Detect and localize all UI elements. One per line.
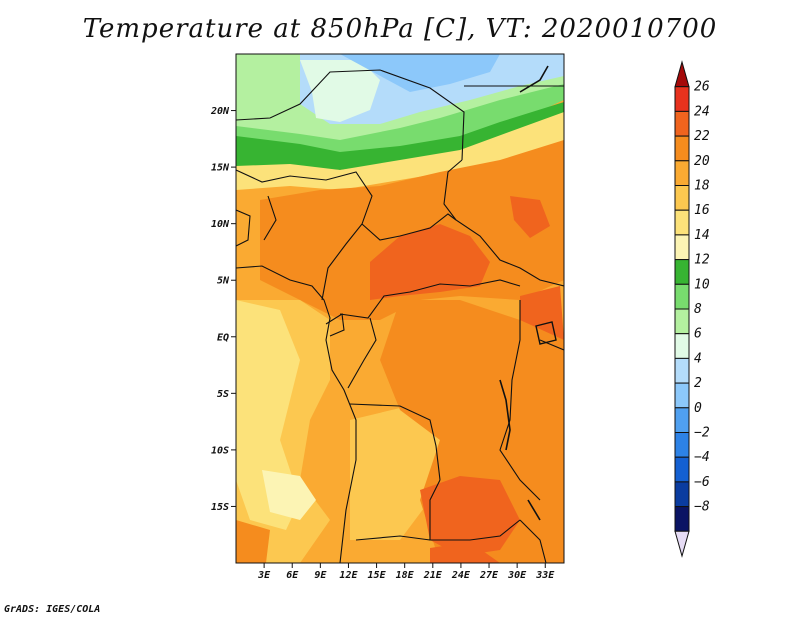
coastline [236,265,357,563]
colorbar-segment [674,283,690,310]
country-borders [236,65,564,563]
colorbar-level-label: 2 [694,376,702,391]
colorbar-level-label: −8 [694,500,710,515]
border-zambia [429,479,521,541]
colorbar-top-arrow [674,60,690,88]
colorbar-level-label: −6 [694,475,710,490]
border-car [361,213,457,241]
border-nigeria [236,169,373,301]
map-frame [235,53,565,564]
colorbar-level-label: −2 [694,426,710,441]
field-band-4 [340,54,500,92]
field-band-22-sw-edge [236,520,270,563]
lat-tick-label: EQ [217,332,229,343]
lon-tick-label: 33E [535,570,555,581]
temperature-field [236,54,564,563]
border-niger-chad [236,69,465,161]
colorbar-segment [674,481,690,508]
field-band-16 [236,112,564,190]
border-gabon [325,313,345,337]
field-band-24-cafe [370,224,490,300]
colorbar-segment [674,209,690,236]
colorbar-segment [674,357,690,384]
colorbar-segment [674,185,690,211]
border-cameroon [263,195,277,241]
lon-tick-label: 21E [423,570,443,581]
colorbar-level-label: 20 [694,154,710,169]
colorbar-level-label: 24 [694,104,710,119]
lon-tick-label: 18E [396,570,415,581]
lon-tick-label: 9E [314,570,327,581]
border-drc-west [347,317,377,389]
colorbar-level-label: 14 [694,228,710,243]
colorbar-bottom-arrow [674,530,690,558]
colorbar-level-label: 22 [694,129,710,144]
colorbar-segment [674,234,690,261]
colorbar-level-label: 8 [694,302,702,317]
colorbar-segment [674,308,690,335]
lat-tick-label: 10S [211,445,229,456]
lake-malawi [527,499,541,521]
colorbar-segment [674,110,690,137]
lon-tick-label: 12E [339,570,358,581]
border-south [355,535,431,541]
lon-tick-label: 15E [368,570,387,581]
colorbar-segment [674,333,690,359]
lat-tick-label: 15N [211,163,230,174]
field-band-14-sw [262,470,316,520]
border-mozambique [519,519,547,563]
colorbar-segment [674,259,690,285]
field-band-24-ne [510,196,550,238]
map-title: Temperature at 850hPa [C], VT: 202001070… [82,14,718,44]
colorbar-segment [674,506,690,532]
colorbar-level-label: 16 [694,203,710,218]
colorbar-level-label: −4 [694,450,710,465]
field-band-12 [236,102,564,170]
longitude-axis: 3E 6E 9E 12E 15E 18E 21E 24E 27E 30E 33E [257,563,555,581]
field-band-22-north [260,140,564,320]
field-band-24-south [430,542,500,563]
colorbar-level-label: 26 [694,80,710,95]
border-chad-sudan [443,159,564,287]
lon-tick-label: 30E [507,570,527,581]
colorbar-segment [674,135,690,162]
lake-tanganyika [499,379,511,451]
field-band-18-south [350,408,440,540]
lat-tick-label: 15S [211,502,229,513]
lat-tick-label: 10N [211,219,230,230]
colorbar-level-label: 10 [694,277,710,292]
colorbar-segment [674,160,690,187]
colorbar-segment [674,86,690,112]
field-band-8 [300,60,380,122]
lat-tick-label: 20N [210,106,230,117]
lake-victoria [535,321,557,345]
border-congo-car [339,279,521,319]
grads-credit: GrADS: IGES/COLA [4,604,101,615]
colorbar-level-label: 6 [694,327,702,342]
colorbar-segment [674,456,690,483]
border-angola-drc [349,403,441,481]
lon-tick-label: 3E [257,570,271,581]
latitude-axis: 20N 15N 10N 5N EQ 5S 10S 15S [210,106,236,513]
field-band-24-zambia [420,476,520,556]
colorbar-level-label: 18 [694,179,710,194]
lon-tick-label: 27E [479,570,499,581]
lon-tick-label: 6E [286,570,299,581]
field-band-16-sw [236,300,300,530]
border-tanzania [539,339,564,351]
nile-coast [519,65,549,93]
lat-tick-label: 5S [217,389,229,400]
colorbar-segment [674,382,690,409]
colorbar-level-label: 4 [694,351,702,366]
lat-tick-label: 5N [217,276,230,287]
colorbar-level-label: 0 [694,401,702,416]
colorbar-level-label: 12 [694,253,710,268]
border-east-lakes [499,300,541,501]
colorbar-segment [674,432,690,458]
colorbar-segment [674,407,690,433]
border-west-ext [236,209,251,247]
lon-tick-label: 24E [451,570,471,581]
